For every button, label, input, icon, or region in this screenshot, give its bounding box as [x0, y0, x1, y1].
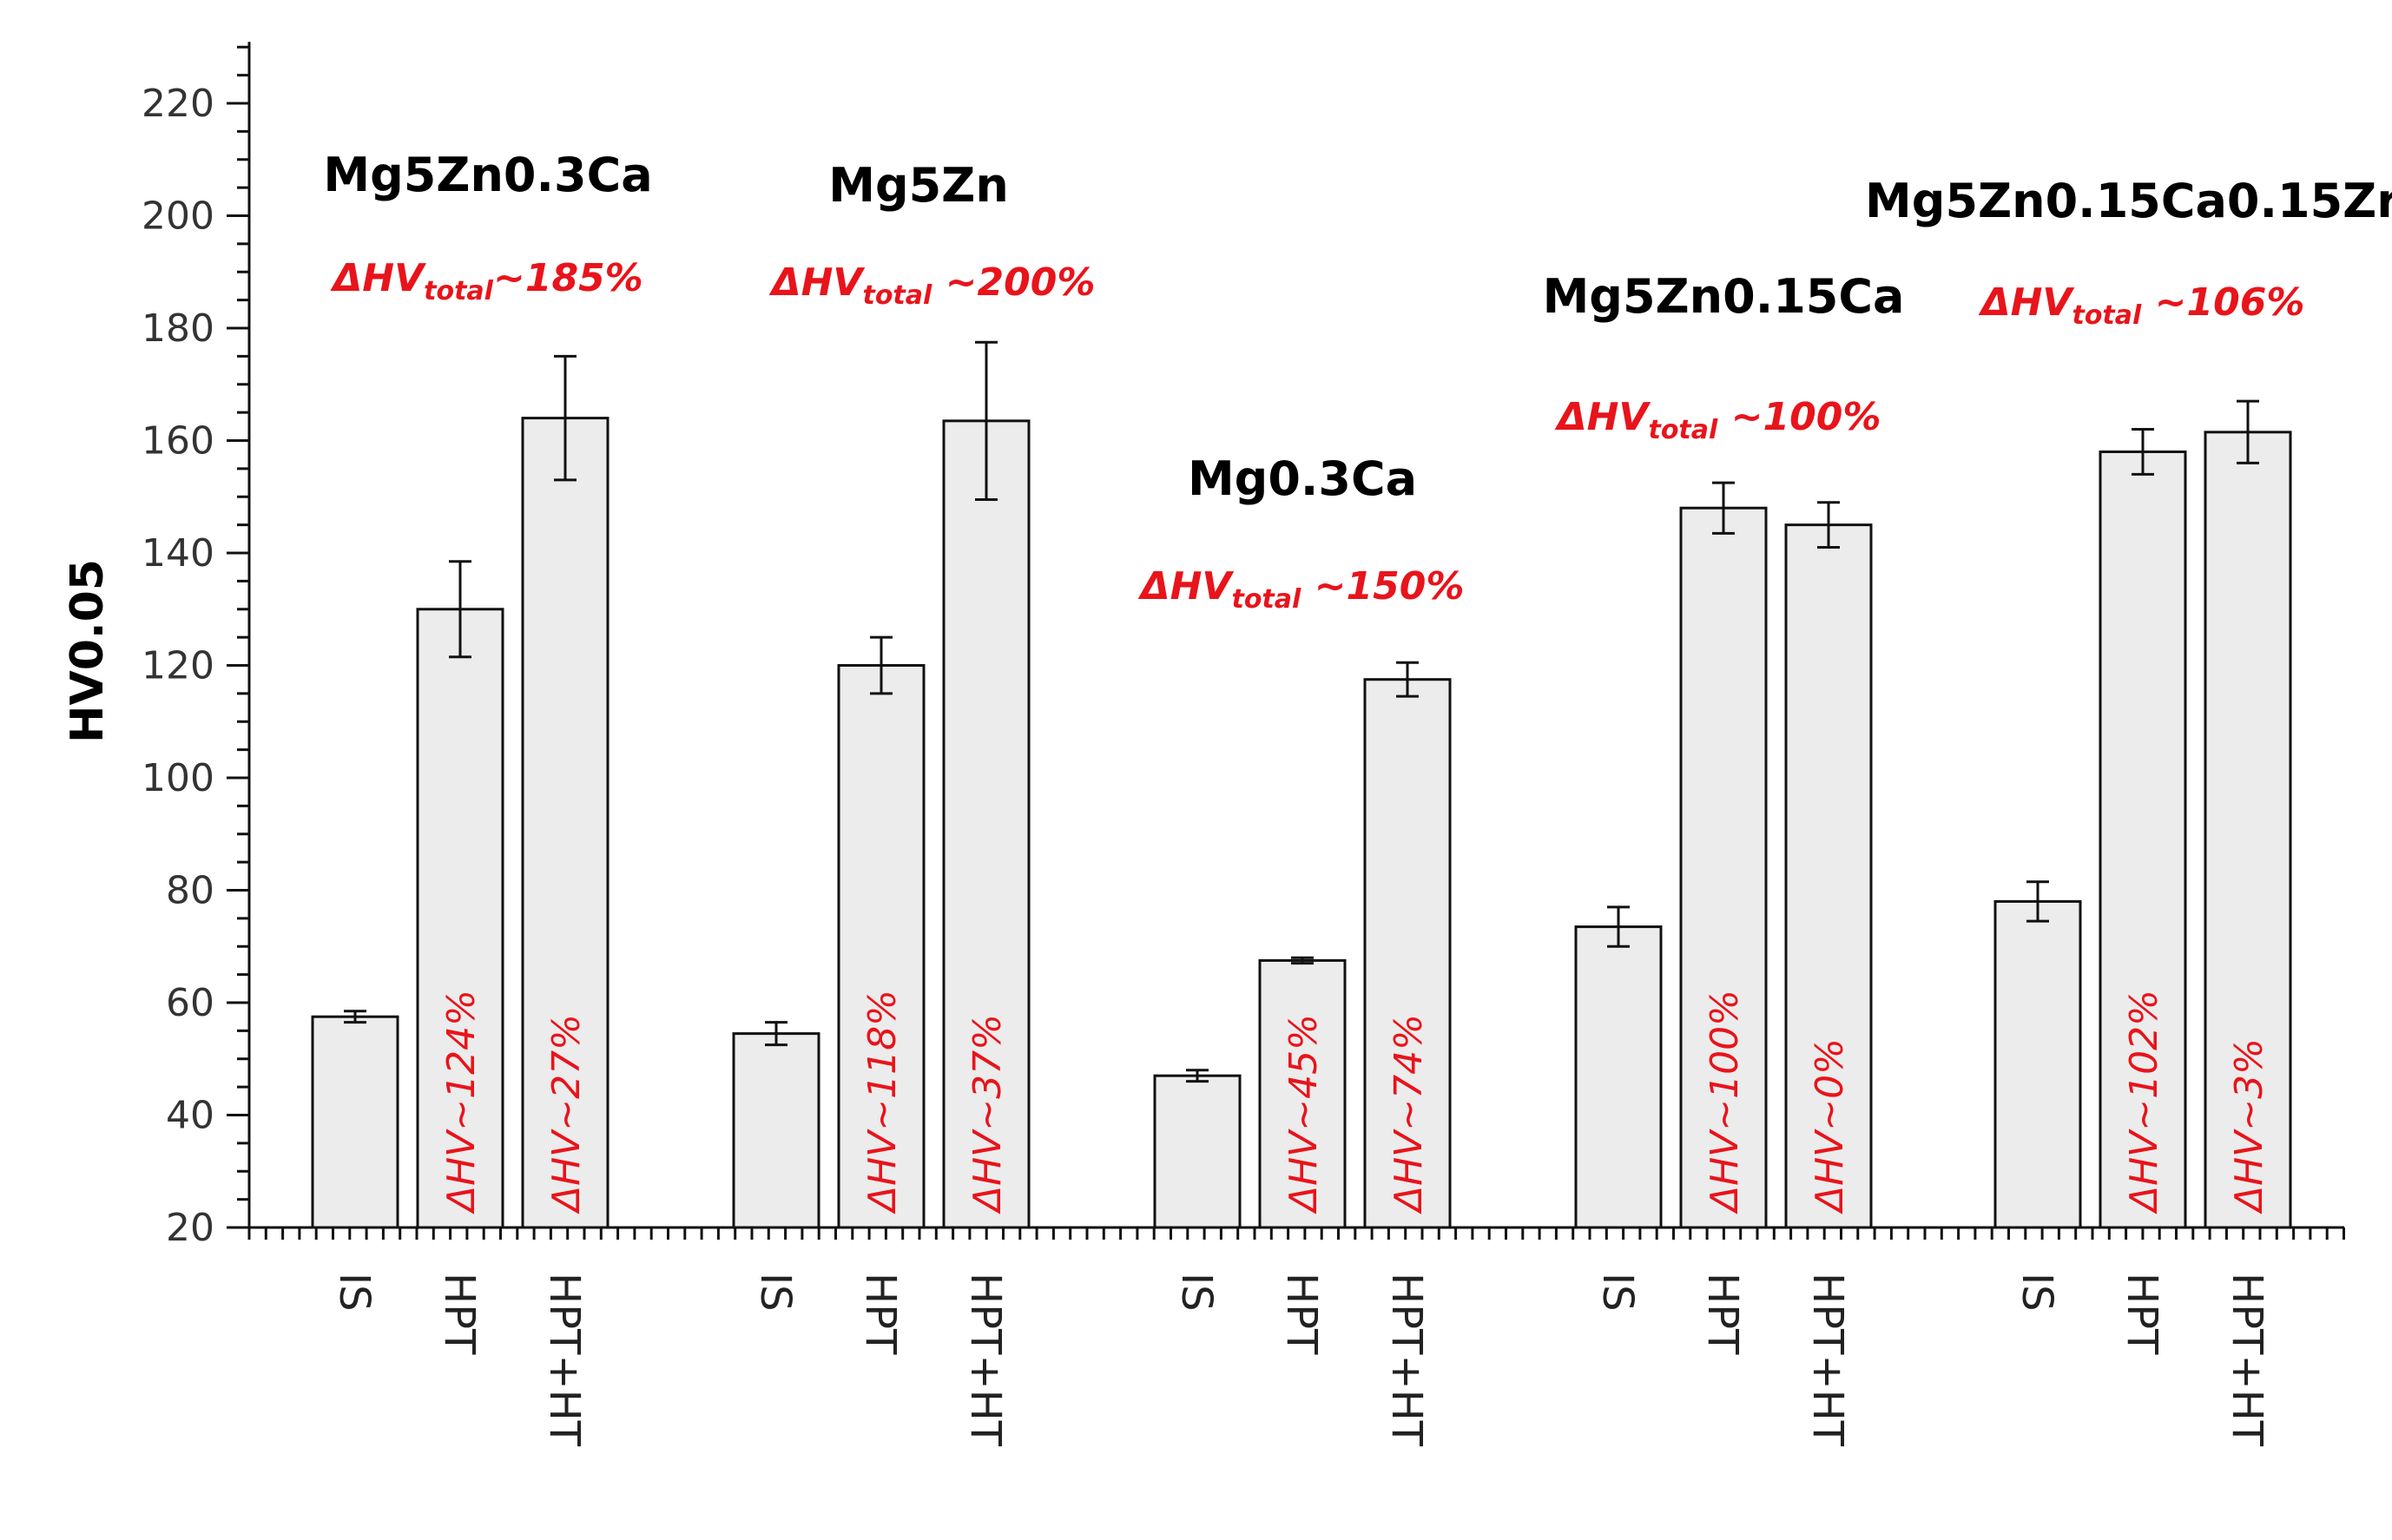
bar [1784, 523, 1873, 1229]
bar [2099, 450, 2187, 1229]
alloy-title: Mg5Zn0.15Ca0.15Zr [1865, 174, 2392, 228]
x-tick-label: IS [330, 1273, 379, 1312]
bars-layer [311, 340, 2292, 1229]
bar-group [1574, 481, 1873, 1229]
bar-group [1993, 399, 2292, 1229]
x-tick-label: HPT+HT [961, 1273, 1010, 1447]
alloy-title: Mg0.3Ca [1188, 451, 1417, 506]
bar [521, 417, 610, 1229]
y-tick-label: 60 [166, 981, 214, 1025]
x-tick-label: IS [1172, 1273, 1221, 1312]
bar [1993, 899, 2082, 1229]
x-tick-label: HPT [435, 1273, 484, 1355]
x-tick-label: HPT+HT [1382, 1273, 1431, 1447]
alloy-title: Mg5Zn0.15Ca [1543, 269, 1905, 324]
x-tick-label: IS [2013, 1273, 2061, 1312]
x-tick-label: HPT [856, 1273, 905, 1355]
delta-total-label: ΔHVtotal ~106% [1979, 280, 2305, 331]
bar [1363, 678, 1452, 1229]
delta-total-label: ΔHVtotal ~100% [1555, 395, 1881, 445]
y-tick-label: 140 [142, 531, 214, 576]
x-tick-label: IS [751, 1273, 800, 1312]
delta-bar-label: ΔHV~124% [439, 990, 484, 1214]
bar [1258, 958, 1347, 1229]
x-tick-label: HPT+HT [540, 1273, 589, 1447]
bar [1679, 506, 1768, 1229]
y-tick-label: 20 [166, 1206, 214, 1250]
bar [1153, 1074, 1242, 1229]
x-tick-label: HPT [1277, 1273, 1326, 1355]
delta-bar-label: ΔHV~27% [544, 1014, 589, 1214]
delta-bar-label: ΔHV~37% [965, 1014, 1010, 1214]
y-tick-label: 200 [142, 194, 214, 239]
delta-total-label: ΔHVtotal~185% [330, 256, 643, 306]
x-tick-label: IS [1593, 1273, 1642, 1312]
alloy-title: Mg5Zn0.3Ca [323, 148, 652, 202]
bar-group [1153, 661, 1452, 1229]
labels-layer: 20 40 60 80 100 120 140 160 180 200 220 Mg5Zn0.3Ca Δ… [142, 82, 2392, 1447]
x-tick-label: HPT+HT [2223, 1273, 2271, 1447]
y-tick-label: 40 [166, 1094, 214, 1138]
delta-bar-label: ΔHV~102% [2122, 990, 2166, 1214]
x-tick-label: HPT+HT [1803, 1273, 1852, 1447]
bar [732, 1032, 820, 1229]
alloy-title: Mg5Zn [828, 158, 1009, 213]
y-tick-label: 100 [142, 756, 214, 800]
bar-group [732, 340, 1031, 1229]
delta-bar-label: ΔHV~118% [860, 990, 905, 1214]
bar [837, 664, 926, 1229]
delta-bar-label: ΔHV~45% [1282, 1014, 1326, 1214]
y-tick-label: 220 [142, 82, 214, 126]
bar [311, 1015, 399, 1229]
delta-total-label: ΔHVtotal ~200% [769, 260, 1096, 311]
y-tick-label: 160 [142, 419, 214, 464]
delta-total-label: ΔHVtotal ~150% [1138, 564, 1465, 615]
y-tick-label: 180 [142, 306, 214, 351]
bar [942, 419, 1031, 1229]
x-tick-label: HPT [1698, 1273, 1747, 1355]
bar-group [311, 354, 610, 1229]
x-tick-label: HPT [2118, 1273, 2166, 1355]
delta-bar-label: ΔHV~74% [1387, 1014, 1431, 1214]
y-tick-label: 120 [142, 644, 214, 688]
y-axis-title: HV0.05 [62, 559, 114, 743]
delta-bar-label: ΔHV~100% [1703, 990, 1747, 1214]
delta-bar-label: ΔHV~0% [1808, 1038, 1852, 1214]
y-tick-label: 80 [166, 869, 214, 913]
delta-bar-label: ΔHV~3% [2227, 1038, 2271, 1214]
bar [1574, 925, 1663, 1229]
